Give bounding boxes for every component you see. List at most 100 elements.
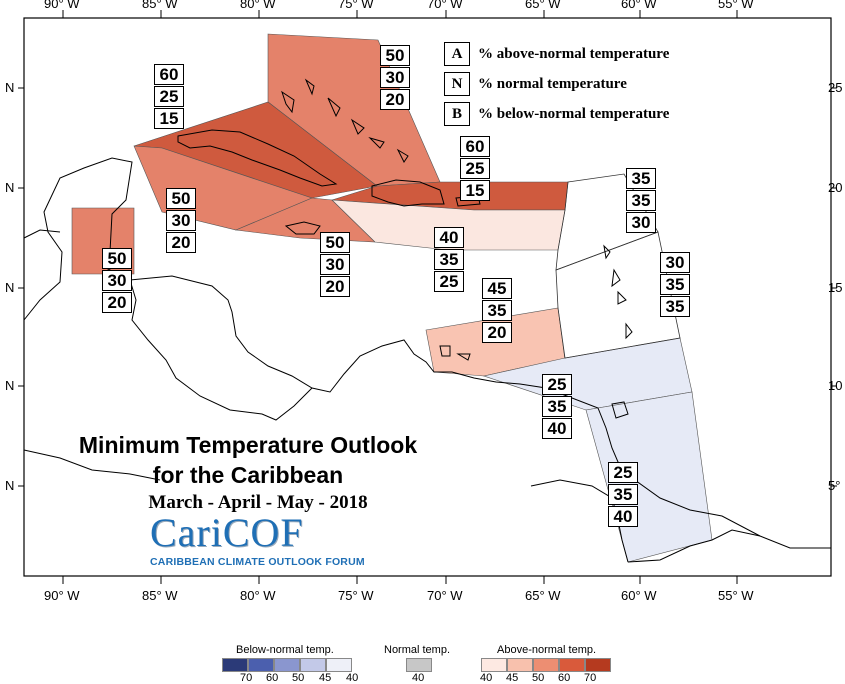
prob-below: 20 [482, 322, 512, 343]
prob-normal: 30 [166, 210, 196, 231]
top-axis-label: 70° W [427, 0, 463, 11]
scale-swatch [406, 658, 432, 672]
scale-label: 70 [240, 672, 253, 684]
left-axis-label: N [5, 280, 15, 295]
prob-above: 35 [626, 168, 656, 189]
prob-below: 20 [320, 276, 350, 297]
bottom-axis-label: 75° W [338, 588, 374, 603]
prob-above: 25 [608, 462, 638, 483]
left-axis-label: N [5, 478, 15, 493]
right-axis-label: 10 [828, 378, 843, 393]
scale-label: 40 [412, 672, 425, 684]
probs-cayman: 50 30 20 [166, 188, 196, 254]
prob-normal: 35 [434, 249, 464, 270]
bottom-axis-label: 85° W [142, 588, 178, 603]
probs-cuba: 60 25 15 [154, 64, 184, 130]
right-axis-label: 20 [828, 180, 843, 195]
key-letter: B [444, 102, 470, 126]
scale-swatch [300, 658, 326, 672]
scale-swatch [326, 658, 352, 672]
prob-normal: 35 [482, 300, 512, 321]
bottom-axis-label: 55° W [718, 588, 754, 603]
scale-label: 40 [480, 672, 493, 684]
axis-ticks [18, 10, 837, 584]
prob-below: 40 [608, 506, 638, 527]
title-line-2: for the Caribbean [152, 462, 344, 488]
probs-south-hispaniola: 40 35 25 [434, 227, 464, 293]
key-row-above: A % above-normal temperature [444, 42, 669, 66]
prob-normal: 30 [380, 67, 410, 88]
prob-normal: 35 [542, 396, 572, 417]
key-text: % below-normal temperature [478, 105, 670, 122]
prob-normal: 30 [102, 270, 132, 291]
prob-above: 50 [320, 232, 350, 253]
prob-normal: 25 [460, 158, 490, 179]
top-axis-label: 80° W [240, 0, 276, 11]
region-guianas [585, 391, 713, 563]
period-subtitle: March - April - May - 2018 [148, 492, 368, 513]
prob-normal: 35 [608, 484, 638, 505]
prob-below: 30 [626, 212, 656, 233]
right-axis-label: 25 [828, 80, 843, 95]
below-scale-title: Below-normal temp. [236, 644, 334, 656]
right-axis-label: 5° [828, 478, 841, 493]
bottom-axis-label: 90° W [44, 588, 80, 603]
scale-swatch [222, 658, 248, 672]
map-title: Minimum Temperature Outlook for the Cari… [48, 430, 448, 490]
prob-above: 25 [542, 374, 572, 395]
top-axis-label: 65° W [525, 0, 561, 11]
top-axis-label: 55° W [718, 0, 754, 11]
prob-below: 25 [434, 271, 464, 292]
probs-windward: 30 35 35 [660, 252, 690, 318]
probs-leeward: 35 35 30 [626, 168, 656, 234]
normal-scale-title: Normal temp. [384, 644, 451, 656]
caricof-logo-subtitle: CARIBBEAN CLIMATE OUTLOOK FORUM [150, 556, 365, 568]
prob-below: 20 [166, 232, 196, 253]
probs-bahamas: 50 30 20 [380, 45, 410, 111]
scale-label: 40 [346, 672, 359, 684]
scale-label: 45 [319, 672, 332, 684]
scale-label: 50 [292, 672, 305, 684]
top-axis-label: 60° W [621, 0, 657, 11]
bottom-axis-label: 65° W [525, 588, 561, 603]
key-letter: N [444, 72, 470, 96]
scale-swatch [559, 658, 585, 672]
bottom-axis-label: 80° W [240, 588, 276, 603]
right-axis-label: 15 [828, 280, 843, 295]
prob-normal: 35 [660, 274, 690, 295]
left-axis-label: N [5, 378, 15, 393]
caricof-logo: CariCOF [150, 510, 304, 555]
region-windward-outline [555, 231, 681, 359]
key-text: % above-normal temperature [478, 45, 670, 62]
probs-trinidad-tobago: 25 35 40 [542, 374, 572, 440]
top-axis-label: 90° W [44, 0, 80, 11]
prob-below: 15 [460, 180, 490, 201]
left-axis-label: N [5, 180, 15, 195]
above-scale-swatches [481, 658, 611, 672]
scale-swatch [248, 658, 274, 672]
prob-below: 15 [154, 108, 184, 129]
above-scale-title: Above-normal temp. [497, 644, 597, 656]
prob-normal: 30 [320, 254, 350, 275]
scale-label: 45 [506, 672, 519, 684]
prob-above: 30 [660, 252, 690, 273]
normal-scale-swatches [406, 658, 432, 672]
prob-above: 45 [482, 278, 512, 299]
prob-above: 60 [460, 136, 490, 157]
bottom-axis-label: 60° W [621, 588, 657, 603]
prob-below: 40 [542, 418, 572, 439]
prob-below: 20 [102, 292, 132, 313]
prob-below: 35 [660, 296, 690, 317]
bottom-axis-label: 70° W [427, 588, 463, 603]
scale-label: 60 [558, 672, 571, 684]
prob-normal: 25 [154, 86, 184, 107]
scale-swatch [507, 658, 533, 672]
prob-below: 20 [380, 89, 410, 110]
probs-jamaica: 50 30 20 [320, 232, 350, 298]
key-row-normal: N % normal temperature [444, 72, 627, 96]
prob-above: 40 [434, 227, 464, 248]
probs-guianas: 25 35 40 [608, 462, 638, 528]
scale-swatch [533, 658, 559, 672]
prob-above: 50 [166, 188, 196, 209]
